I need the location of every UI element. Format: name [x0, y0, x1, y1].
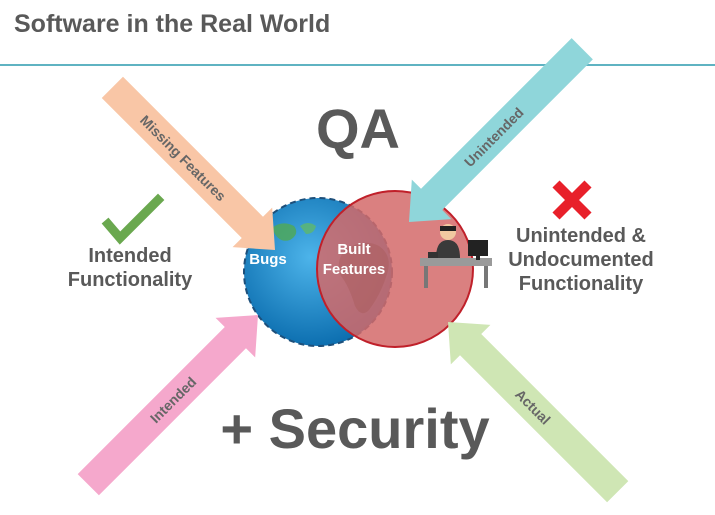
built-features-line2: Features [323, 261, 386, 278]
cross-icon [552, 180, 592, 220]
unintended-functionality-line2: Undocumented [508, 249, 654, 271]
built-features-line1: Built [337, 241, 370, 258]
title-divider [0, 64, 715, 66]
hacker-at-desk-icon [420, 224, 492, 288]
unintended-arrow: Unintended [409, 38, 593, 222]
bugs-label: Bugs [249, 251, 287, 268]
security-label: + Security [220, 397, 489, 460]
intended-functionality-line1: Intended [88, 245, 171, 267]
unintended-functionality-line3: Functionality [519, 273, 644, 295]
check-icon [101, 193, 165, 245]
missing-features-label: Missing Features [137, 112, 229, 204]
qa-label: QA [316, 97, 400, 160]
unintended-functionality-line1: Unintended & [516, 225, 646, 247]
intended-functionality-line2: Functionality [68, 269, 193, 291]
unintended-label: Unintended [461, 104, 527, 170]
red-circle [316, 190, 474, 348]
slide-title: Software in the Real World [14, 10, 331, 38]
